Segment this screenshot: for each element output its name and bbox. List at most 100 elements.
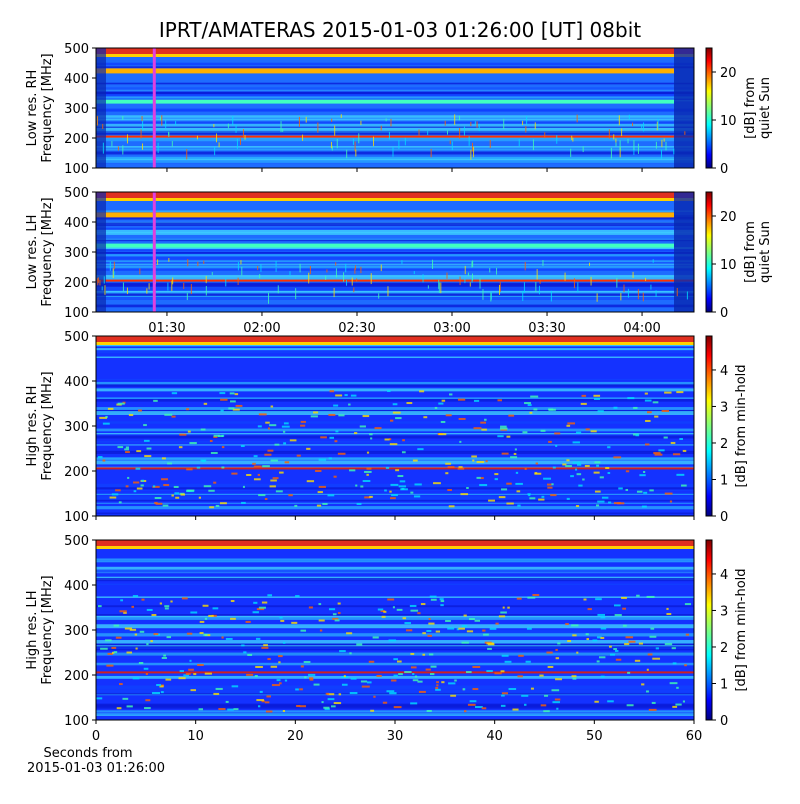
spectrogram-speckle <box>422 274 424 283</box>
spectrogram-speckle <box>608 129 610 139</box>
spectrogram-speckle <box>515 471 519 474</box>
spectrogram-speckle <box>186 292 188 301</box>
spectrogram-speckle <box>544 132 546 139</box>
spectrogram-speckle <box>542 259 544 266</box>
spectrogram-speckle <box>122 697 129 700</box>
spectrogram-speckle <box>278 682 282 685</box>
spectrogram-band <box>96 260 694 263</box>
spectrogram-speckle <box>221 636 224 639</box>
spectrogram-speckle <box>258 606 266 609</box>
spectrogram-speckle <box>417 448 424 451</box>
spectrogram-speckle <box>364 496 371 499</box>
spectrogram-speckle <box>240 445 245 448</box>
spectrogram-speckle <box>472 666 481 669</box>
spectrogram-speckle <box>393 658 398 661</box>
spectrogram-speckle <box>632 271 634 278</box>
spectrogram-speckle <box>474 619 481 622</box>
spectrogram-speckle <box>246 474 252 477</box>
spectrogram-speckle <box>672 705 678 708</box>
spectrogram-speckle <box>281 425 290 428</box>
spectrogram-speckle <box>461 641 469 644</box>
spectrogram-speckle <box>540 429 546 432</box>
spectrogram-speckle <box>127 476 130 479</box>
spectrogram-speckle <box>572 137 574 142</box>
spectrogram-speckle <box>481 428 487 431</box>
spectrogram-speckle <box>261 700 265 703</box>
spectrogram-speckle <box>503 118 505 129</box>
spectrogram-band <box>96 265 694 269</box>
spectrogram-speckle <box>221 446 225 449</box>
spectrogram-speckle <box>639 474 646 477</box>
spectrogram-speckle <box>512 708 519 711</box>
spectrogram-band <box>96 96 694 99</box>
spectrogram-speckle <box>203 260 205 264</box>
spectrogram-speckle <box>318 603 322 606</box>
spectrogram-speckle <box>592 639 598 642</box>
spectrogram-speckle <box>227 708 234 711</box>
spectrogram-speckle <box>427 634 432 637</box>
spectrogram-speckle <box>397 475 404 478</box>
spectrogram-speckle <box>289 271 291 276</box>
spectrogram-speckle <box>134 633 138 636</box>
spectrogram-speckle <box>175 120 177 126</box>
spectrogram-speckle <box>576 431 582 434</box>
colorbar-label: [dB] from <box>743 221 758 283</box>
spectrogram-speckle <box>498 496 506 499</box>
spectrogram-speckle <box>660 149 662 159</box>
spectrogram-band <box>96 596 694 598</box>
spectrogram-speckle <box>467 703 476 706</box>
spectrogram-speckle <box>429 653 434 656</box>
spectrogram-speckle <box>398 485 407 488</box>
spectrogram-speckle <box>404 671 412 674</box>
spectrogram-speckle <box>275 267 277 272</box>
spectrogram-band <box>96 624 694 629</box>
spectrogram-speckle <box>172 277 174 285</box>
spectrogram-band <box>96 127 694 132</box>
spectrogram-band <box>96 160 694 163</box>
spectrogram-speckle <box>103 276 105 284</box>
spectrogram-speckle <box>366 681 372 684</box>
spectrogram-speckle <box>676 391 684 394</box>
spectrogram-band <box>96 540 694 546</box>
spectrogram-band <box>96 350 694 354</box>
spectrogram-speckle <box>105 639 112 642</box>
spectrogram-speckle <box>594 397 600 400</box>
spectrogram-speckle <box>163 484 170 487</box>
x-tick-label: 03:30 <box>528 321 565 336</box>
spectrogram-speckle <box>404 622 411 625</box>
spectrogram-speckle <box>618 115 620 126</box>
spectrogram-speckle <box>216 133 218 143</box>
spectrogram-speckle <box>410 609 419 612</box>
spectrogram-speckle <box>616 277 618 288</box>
spectrogram-speckle <box>393 706 402 709</box>
spectrogram-speckle <box>412 459 418 462</box>
spectrogram-speckle <box>652 657 661 660</box>
spectrogram-speckle <box>190 283 192 295</box>
spectrogram-speckle <box>533 408 538 411</box>
spectrogram-speckle <box>508 414 515 417</box>
spectrogram-speckle <box>237 262 239 271</box>
y-tick-label: 400 <box>64 216 89 231</box>
spectrogram-band <box>96 138 694 142</box>
spectrogram-speckle <box>259 690 263 693</box>
spectrogram-speckle <box>388 131 390 140</box>
spectrogram-speckle <box>419 390 425 393</box>
spectrogram-band <box>96 287 694 291</box>
spectrogram-speckle <box>291 621 298 624</box>
spectrogram-band <box>96 467 694 470</box>
spectrogram-speckle <box>472 459 475 462</box>
spectrogram-speckle <box>344 394 348 397</box>
spectrogram-band <box>96 502 694 504</box>
spectrogram-speckle <box>139 630 145 633</box>
spectrogram-band <box>96 124 694 127</box>
spectrogram-speckle <box>427 285 429 289</box>
spectrogram-speckle <box>633 140 635 151</box>
spectrogram-speckle <box>256 608 265 611</box>
spectrogram-speckle <box>124 627 133 630</box>
spectrogram-speckle <box>370 437 373 440</box>
spectrogram-speckle <box>427 130 429 136</box>
spectrogram-speckle <box>270 479 277 482</box>
spectrogram-speckle <box>621 128 623 137</box>
spectrogram-speckle <box>395 417 402 420</box>
spectrogram-speckle <box>280 121 282 133</box>
